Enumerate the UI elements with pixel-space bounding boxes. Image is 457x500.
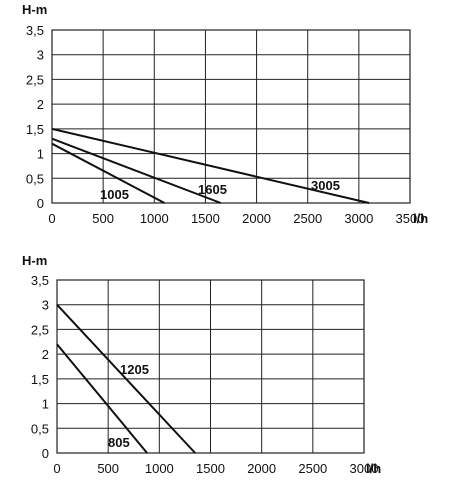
bottom-x-axis-title: l/h xyxy=(366,461,381,476)
top-x-tick-label: 2000 xyxy=(242,211,271,226)
top-x-axis-title: l/h xyxy=(413,211,428,226)
bottom-plot-frame xyxy=(56,279,365,454)
top-y-tick-label: 2 xyxy=(37,97,44,112)
bottom-x-tick-label: 2500 xyxy=(298,461,327,476)
chart-top: 0 500 1000 1500 2000 2500 3000 3500 0 0,5 1 1,5 2 2,5… xyxy=(22,2,428,226)
top-x-tick-label: 1500 xyxy=(191,211,220,226)
series-line-3005 xyxy=(51,127,370,204)
top-x-tick-label: 1000 xyxy=(140,211,169,226)
top-y-tick-label: 3 xyxy=(37,48,44,63)
series-label-3005: 3005 xyxy=(311,178,340,193)
bottom-x-tick-label: 0 xyxy=(53,461,60,476)
top-x-tick-label: 0 xyxy=(48,211,55,226)
top-plot-frame xyxy=(51,29,411,204)
series-line-805 xyxy=(56,343,148,454)
series-line-1205 xyxy=(56,304,196,454)
series-label-1205: 1205 xyxy=(120,362,149,377)
bottom-y-tick-label: 0 xyxy=(42,446,49,461)
top-y-tick-label: 1,5 xyxy=(26,122,44,137)
chart-bottom: 0 500 1000 1500 2000 2500 3000 0 0,5 1 1,5 2 2,5 3 3,5… xyxy=(22,253,381,476)
top-x-tick-label: 3500 xyxy=(396,211,425,226)
bottom-y-tick-label: 1,5 xyxy=(31,372,49,387)
series-line-1605 xyxy=(51,137,222,204)
top-y-tick-label: 2,5 xyxy=(26,72,44,87)
bottom-x-tick-label: 500 xyxy=(97,461,119,476)
top-x-tick-label: 500 xyxy=(92,211,114,226)
bottom-y-tick-label: 0,5 xyxy=(31,421,49,436)
top-y-tick-label: 3,5 xyxy=(26,23,44,38)
top-x-tick-label: 2500 xyxy=(293,211,322,226)
top-y-tick-label: 0,5 xyxy=(26,171,44,186)
bottom-x-tick-label: 1500 xyxy=(196,461,225,476)
top-y-axis-title: H-m xyxy=(22,2,47,17)
series-label-1605: 1605 xyxy=(198,182,227,197)
bottom-y-tick-label: 2 xyxy=(42,347,49,362)
bottom-x-tick-label: 3000 xyxy=(350,461,379,476)
bottom-x-tick-label: 1000 xyxy=(145,461,174,476)
bottom-y-tick-label: 3 xyxy=(42,298,49,313)
top-y-tick-label: 0 xyxy=(37,196,44,211)
series-label-805: 805 xyxy=(108,435,130,450)
bottom-y-axis-title: H-m xyxy=(22,253,47,268)
top-x-tick-label: 3000 xyxy=(344,211,373,226)
bottom-x-tick-label: 2000 xyxy=(247,461,276,476)
bottom-y-tick-label: 3,5 xyxy=(31,273,49,288)
bottom-y-tick-label: 2,5 xyxy=(31,322,49,337)
bottom-y-tick-label: 1 xyxy=(42,397,49,412)
top-y-tick-label: 1 xyxy=(37,147,44,162)
series-line-1005 xyxy=(51,142,165,204)
series-label-1005: 1005 xyxy=(100,187,129,202)
